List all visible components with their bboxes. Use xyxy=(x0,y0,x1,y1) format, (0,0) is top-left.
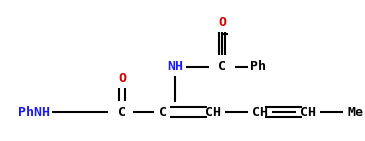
Text: PhNH: PhNH xyxy=(18,105,50,118)
Text: C: C xyxy=(159,105,167,118)
Text: C: C xyxy=(118,105,126,118)
Text: CH: CH xyxy=(252,105,268,118)
Text: NH: NH xyxy=(167,60,183,73)
Text: CH: CH xyxy=(205,105,221,118)
Text: Me: Me xyxy=(348,105,364,118)
Text: CH: CH xyxy=(300,105,316,118)
Text: O: O xyxy=(218,16,226,28)
Text: C: C xyxy=(218,60,226,73)
Text: O: O xyxy=(118,71,126,84)
Text: Ph: Ph xyxy=(250,60,266,73)
